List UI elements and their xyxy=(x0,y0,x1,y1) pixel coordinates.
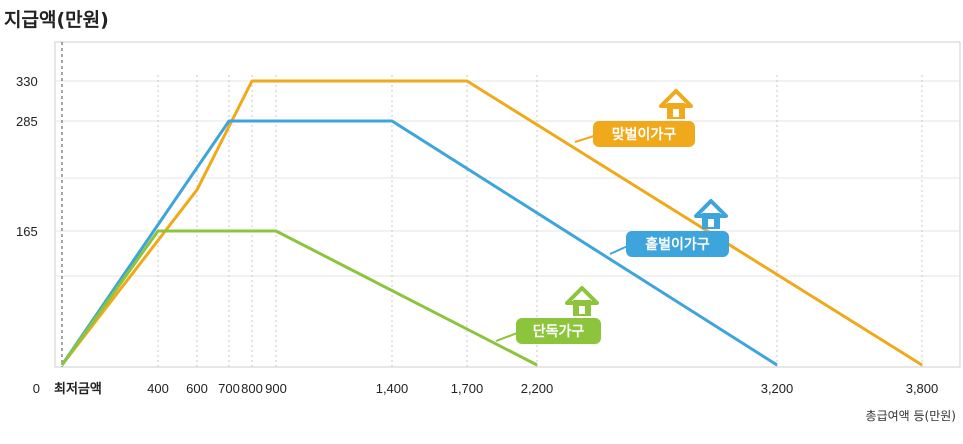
chart-title: 지급액(만원) xyxy=(4,9,109,31)
series-label-2: 단독가구 xyxy=(495,286,601,344)
series-layer xyxy=(60,79,923,367)
series-line-2 xyxy=(60,229,538,367)
y-tick-label: 285 xyxy=(16,114,38,129)
y-tick-label: 330 xyxy=(16,74,38,89)
house-door xyxy=(673,109,679,117)
x-axis-label: 총급여액 등(만원) xyxy=(866,409,956,423)
x-tick-label: 700 xyxy=(218,381,240,396)
series-line-0 xyxy=(60,79,923,367)
house-door xyxy=(708,219,714,227)
series-line-1 xyxy=(60,119,778,367)
series-label-1: 홑벌이가구 xyxy=(609,199,729,257)
y-tick-labels: 165 285 330 xyxy=(16,74,38,239)
label-badge xyxy=(626,231,729,257)
label-badge xyxy=(516,318,601,344)
vertical-guides xyxy=(157,75,923,367)
x-tick-label: 1,400 xyxy=(376,381,409,396)
min-wage-label: 최저금액 xyxy=(54,381,102,396)
plot-area xyxy=(54,41,961,368)
x-tick-label: 600 xyxy=(186,381,208,396)
house-icon xyxy=(659,89,693,119)
x-tick-label: 3,200 xyxy=(761,381,794,396)
x-tick-label: 1,700 xyxy=(451,381,484,396)
house-icon xyxy=(565,286,599,316)
series-name: 단독가구 xyxy=(533,323,585,340)
x-tick-labels: 400 600 700 800 900 1,400 1,700 2,200 3,200 3,800 xyxy=(147,381,938,396)
series-name: 홑벌이가구 xyxy=(645,236,710,253)
series-name: 맞벌이가구 xyxy=(612,126,677,143)
x-tick-label: 900 xyxy=(265,381,287,396)
x-tick-label: 800 xyxy=(241,381,263,396)
x-tick-label: 3,800 xyxy=(906,381,939,396)
x-tick-label: 400 xyxy=(147,381,169,396)
house-door xyxy=(579,306,585,314)
series-label-0: 맞벌이가구 xyxy=(574,89,695,147)
x-tick-label: 2,200 xyxy=(521,381,554,396)
label-badge xyxy=(593,121,695,147)
house-icon xyxy=(694,199,728,229)
y-tick-label: 165 xyxy=(16,224,38,239)
origin-label: 0 xyxy=(33,381,40,396)
